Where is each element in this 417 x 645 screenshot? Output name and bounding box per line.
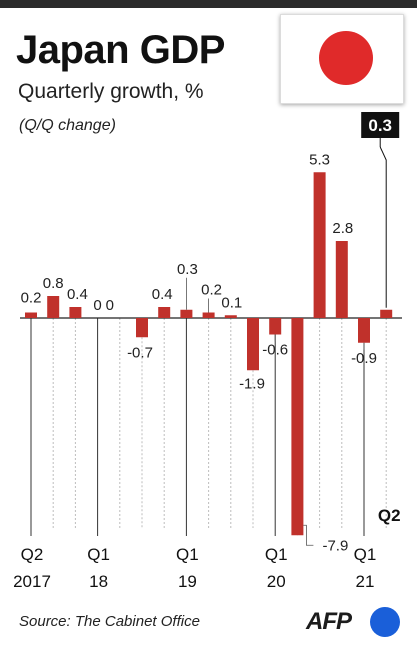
bar [247,318,259,371]
bar-value-label: 0 [93,297,101,314]
gdp-bar-chart: 0.20.80.40 0-0.70.40.30.20.1-1.9-0.6-7.95… [13,112,402,591]
bar-value-label: -0.9 [351,350,377,367]
x-tick-label: Q1 [176,545,199,564]
bar-value-label: -1.9 [239,375,265,392]
highlight-value-label: 0.3 [368,116,392,135]
bar-value-label: 0.4 [67,286,88,303]
leader-line [303,524,314,546]
x-tick-label: 20 [267,572,286,591]
bar [358,318,370,343]
x-tick-label: 18 [89,572,108,591]
flag-disc [319,31,373,85]
bar-value-label: 0 [106,297,114,314]
chart-title: Japan GDP [16,28,225,72]
japan-flag-icon [280,14,404,104]
bar-value-label: 0.2 [21,290,42,307]
bar-value-label: 0.4 [152,286,173,303]
x-tick-label: 2017 [13,572,51,591]
x-tick-label: Q1 [87,545,110,564]
bar-value-label: -0.7 [127,344,153,361]
bar [335,241,348,318]
bar [158,307,171,318]
x-tick-label: 21 [356,572,375,591]
afp-logo-dot-icon [370,607,400,637]
bar [269,318,282,335]
x-tick-label: Q1 [265,545,288,564]
source-note: Source: The Cabinet Office [19,613,200,630]
bar [313,172,326,318]
highlight-leader-line [379,146,387,308]
bar-value-label: -0.6 [262,342,288,359]
x-tick-label: 19 [178,572,197,591]
afp-logo-text: AFP [306,608,352,635]
bar [180,309,193,318]
chart-note: (Q/Q change) [19,117,116,134]
highlight-period-label: Q2 [378,506,401,525]
top-bar [0,0,417,8]
bar-value-label: 0.2 [201,282,222,299]
bar [291,318,304,536]
bar-value-label: 0.8 [43,275,64,292]
bar [25,312,37,318]
x-tick-label: Q2 [21,545,44,564]
bar [69,307,82,318]
bar [136,318,148,338]
bar [380,309,393,318]
bar-value-label: 0.1 [221,294,242,311]
bar-value-label: 2.8 [332,220,353,237]
bar-value-label: 0.3 [177,261,198,278]
bar-value-label: -7.9 [322,537,348,554]
bar-value-label: 5.3 [309,151,330,168]
bar [47,296,60,318]
x-tick-label: Q1 [354,545,377,564]
bar [202,312,215,318]
chart-subtitle: Quarterly growth, % [18,80,204,103]
bar [224,315,237,318]
highlight-label-box [361,112,400,138]
